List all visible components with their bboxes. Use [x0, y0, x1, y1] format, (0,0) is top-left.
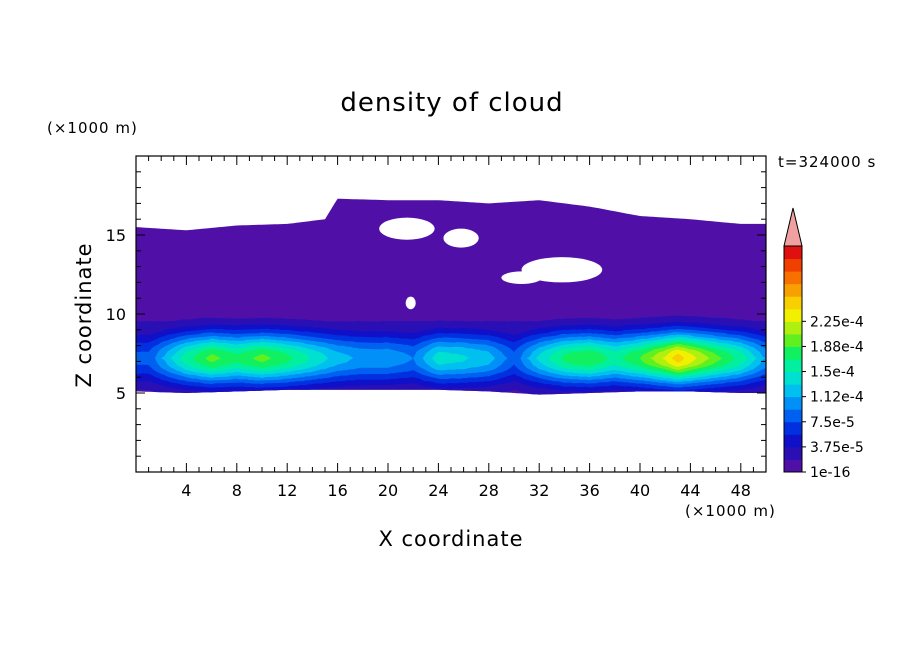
- x-tick-label: 24: [428, 481, 448, 500]
- gap-3: [501, 271, 542, 284]
- x-tick-label: 36: [579, 481, 599, 500]
- x-axis-title: X coordinate: [378, 527, 524, 551]
- x-tick-label: 4: [181, 481, 191, 500]
- colorbar-label: 7.5e-5: [810, 415, 855, 431]
- colorbar-segment-0: [784, 459, 802, 473]
- y-tick-label: 10: [106, 305, 126, 324]
- colorbar-segment-7: [784, 371, 802, 385]
- colorbar-segment-16: [784, 258, 802, 272]
- gap-2: [521, 257, 603, 283]
- colorbar-label: 1e-16: [810, 465, 850, 481]
- x-unit-label: (×1000 m): [685, 502, 776, 520]
- x-tick-label: 48: [731, 481, 751, 500]
- colorbar-label: 1.88e-4: [810, 339, 864, 355]
- clear-sky-gaps: [379, 217, 603, 310]
- colorbar-segment-13: [784, 296, 802, 310]
- colorbar: 1e-16 3.75e-5 7.5e-5 1.12e-4 1.5e-4 1.88e-4 2.…: [783, 207, 864, 481]
- gap-4: [405, 296, 416, 310]
- colorbar-label: 1.12e-4: [810, 390, 864, 406]
- x-tick-label: 40: [630, 481, 650, 500]
- x-tick-label: 16: [327, 481, 347, 500]
- y-tick-label: 15: [106, 226, 126, 245]
- y-tick-label: 5: [116, 384, 126, 403]
- colorbar-segment-6: [784, 384, 802, 398]
- colorbar-label: 3.75e-5: [810, 440, 864, 456]
- gap-0: [379, 217, 435, 240]
- x-tick-label: 20: [378, 481, 398, 500]
- density-band-7: [136, 336, 766, 380]
- y-unit-label: (×1000 m): [47, 119, 138, 137]
- x-tick-label: 12: [277, 481, 297, 500]
- colorbar-segment-10: [784, 333, 802, 347]
- colorbar-label: 2.25e-4: [810, 314, 864, 330]
- colorbar-segment-11: [784, 321, 802, 335]
- time-label: t=324000 s: [778, 153, 877, 171]
- x-axis: 4 8 12 16 20 24 28 32 36 40 44 48: [148, 156, 754, 500]
- colorbar-segment-8: [784, 359, 802, 373]
- x-tick-label: 28: [479, 481, 499, 500]
- colorbar-segment-14: [784, 283, 802, 297]
- colorbar-segment-3: [784, 421, 802, 435]
- colorbar-extend-arrow: [783, 207, 803, 247]
- x-tick-label: 44: [680, 481, 700, 500]
- colorbar-segment-1: [784, 446, 802, 460]
- cloud-density-field: [136, 198, 766, 395]
- colorbar-segment-15: [784, 271, 802, 285]
- colorbar-segment-5: [784, 396, 802, 410]
- colorbar-segment-17: [784, 246, 802, 260]
- x-tick-label: 8: [232, 481, 242, 500]
- gap-1: [443, 228, 479, 248]
- colorbar-segment-4: [784, 409, 802, 423]
- colorbar-segment-9: [784, 346, 802, 360]
- chart-title: density of cloud: [340, 88, 564, 118]
- y-axis: 5 10 15: [106, 171, 766, 457]
- density-band-10: [136, 344, 766, 373]
- colorbar-segment-2: [784, 434, 802, 448]
- colorbar-segment-12: [784, 308, 802, 322]
- colorbar-frame: [783, 245, 803, 473]
- colorbar-label: 1.5e-4: [810, 365, 855, 381]
- x-tick-label: 32: [529, 481, 549, 500]
